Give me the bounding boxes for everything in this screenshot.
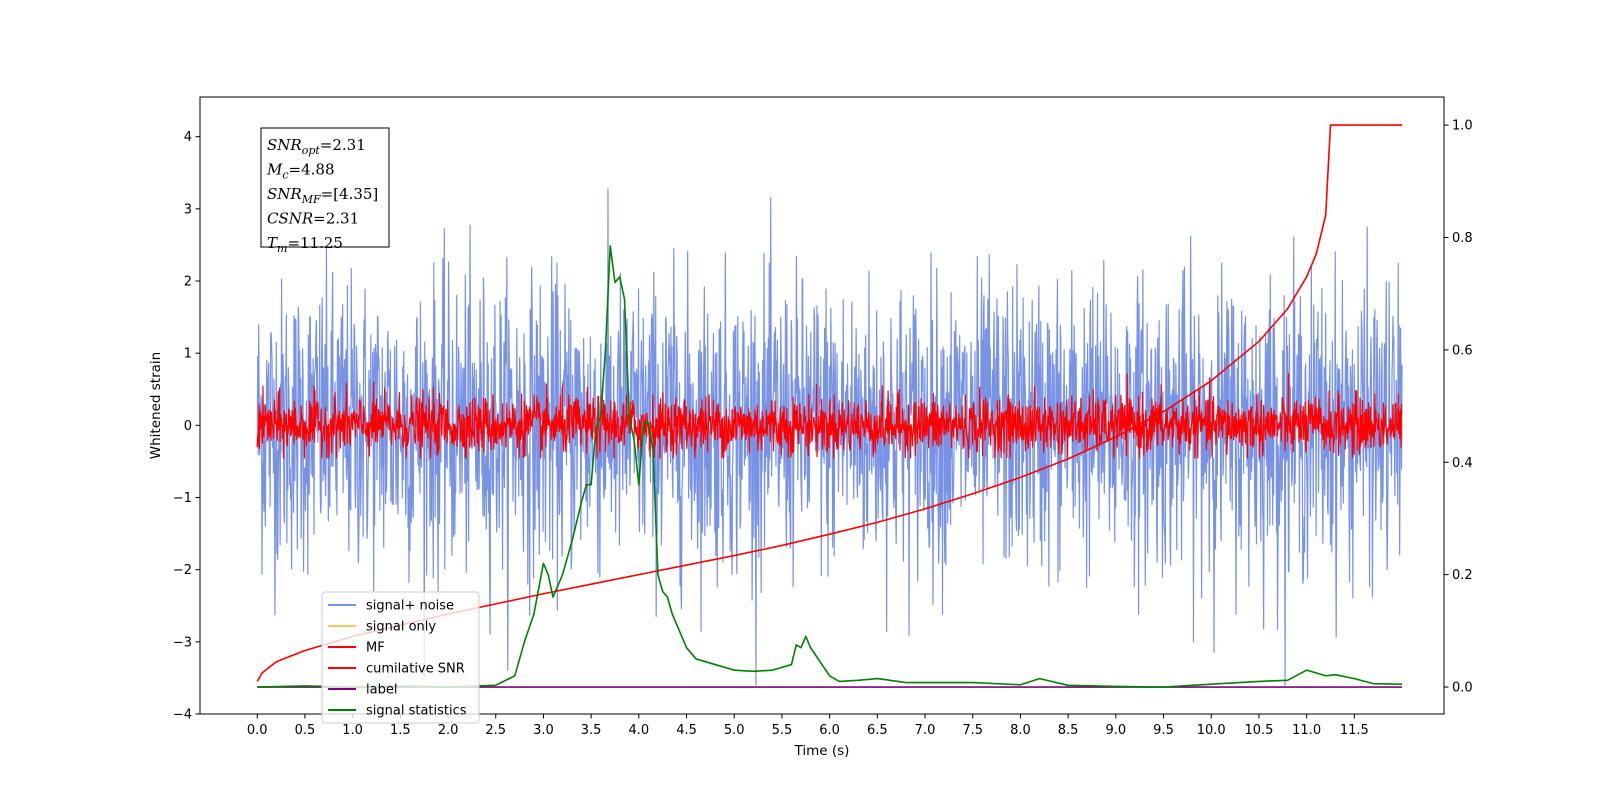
y-right-tick-label: 0.2 (1452, 568, 1473, 583)
y-axis-label: Whitened strain (148, 352, 164, 459)
y-axis-left-ticks: −4 −3 −2 −1 0 1 2 3 4 (173, 130, 200, 723)
axes-frame (199, 96, 1445, 715)
x-tick-label: 11.5 (1340, 723, 1369, 738)
x-tick-label: 1.0 (342, 723, 363, 738)
x-tick-label: 7.0 (915, 723, 936, 738)
x-tick-label: 3.0 (533, 723, 554, 738)
legend-frame (321, 591, 480, 724)
x-tick-label: 4.0 (628, 723, 649, 738)
x-tick-label: 11.0 (1292, 723, 1321, 738)
x-tick-label: 7.5 (962, 723, 983, 738)
x-tick-label: 3.5 (581, 723, 602, 738)
y-left-tick-label: −4 (173, 708, 192, 723)
annotation-line: Mc=4.88 (266, 161, 335, 182)
annotation-line: Tm=11.25 (267, 234, 343, 255)
y-left-tick-label: 3 (184, 202, 192, 217)
y-right-tick-label: 0.0 (1452, 681, 1473, 696)
y-left-tick-label: 2 (184, 275, 192, 290)
annotation-line: CSNR=2.31 (267, 210, 359, 228)
legend-label-signal-only: signal only (366, 620, 436, 635)
x-axis-label: Time (s) (794, 743, 850, 759)
y-left-tick-label: −2 (173, 563, 192, 578)
stats-annotation-box: SNRopt=2.31 Mc=4.88 SNRMF=[4.35] CSNR=2.31 T… (260, 127, 390, 255)
y-right-tick-label: 0.6 (1452, 343, 1473, 358)
y-right-tick-label: 0.8 (1452, 231, 1473, 246)
x-tick-label: 9.5 (1153, 723, 1174, 738)
x-tick-label: 1.5 (390, 723, 411, 738)
x-tick-label: 6.5 (867, 723, 888, 738)
annotation-line: SNRopt=2.31 (267, 136, 366, 157)
y-left-tick-label: −3 (173, 635, 192, 650)
legend-label-label: label (366, 683, 397, 698)
annotation-frame (260, 127, 390, 248)
x-tick-label: 8.5 (1058, 723, 1079, 738)
x-tick-label: 9.0 (1105, 723, 1126, 738)
y-left-tick-label: −1 (173, 491, 192, 506)
y-left-tick-label: 0 (184, 419, 192, 434)
x-tick-label: 0.0 (247, 723, 268, 738)
x-tick-label: 6.0 (819, 723, 840, 738)
series-mf (256, 373, 1403, 459)
legend: signal+ noise signal only MF cumilative SNR… (321, 591, 480, 724)
x-axis-ticks: 0.0 0.5 1.0 1.5 2.0 2.5 3.0 3.5 4.0 4.5 5.0 5.5 6.0 6… (247, 714, 1369, 738)
x-tick-label: 2.5 (485, 723, 506, 738)
legend-label-signal-statistics: signal statistics (366, 704, 467, 719)
y-axis-right-ticks: 0.0 0.2 0.4 0.6 0.8 1.0 (1444, 119, 1473, 696)
x-tick-label: 4.5 (676, 723, 697, 738)
x-tick-label: 8.0 (1010, 723, 1031, 738)
series-signal-statistics (257, 245, 1403, 688)
legend-label-mf: MF (366, 641, 385, 656)
legend-label-cumilative-snr: cumilative SNR (366, 662, 465, 677)
y-left-tick-label: 1 (184, 347, 192, 362)
x-tick-label: 10.0 (1197, 723, 1226, 738)
x-tick-label: 0.5 (295, 723, 316, 738)
x-tick-label: 5.5 (772, 723, 793, 738)
y-right-tick-label: 0.4 (1452, 456, 1473, 471)
x-tick-label: 2.0 (438, 723, 459, 738)
y-right-tick-label: 1.0 (1452, 119, 1473, 134)
annotation-line: SNRMF=[4.35] (267, 185, 378, 206)
x-tick-label: 10.5 (1244, 723, 1273, 738)
legend-label-signal-noise: signal+ noise (366, 599, 454, 614)
y-left-tick-label: 4 (184, 130, 192, 145)
x-tick-label: 5.0 (724, 723, 745, 738)
